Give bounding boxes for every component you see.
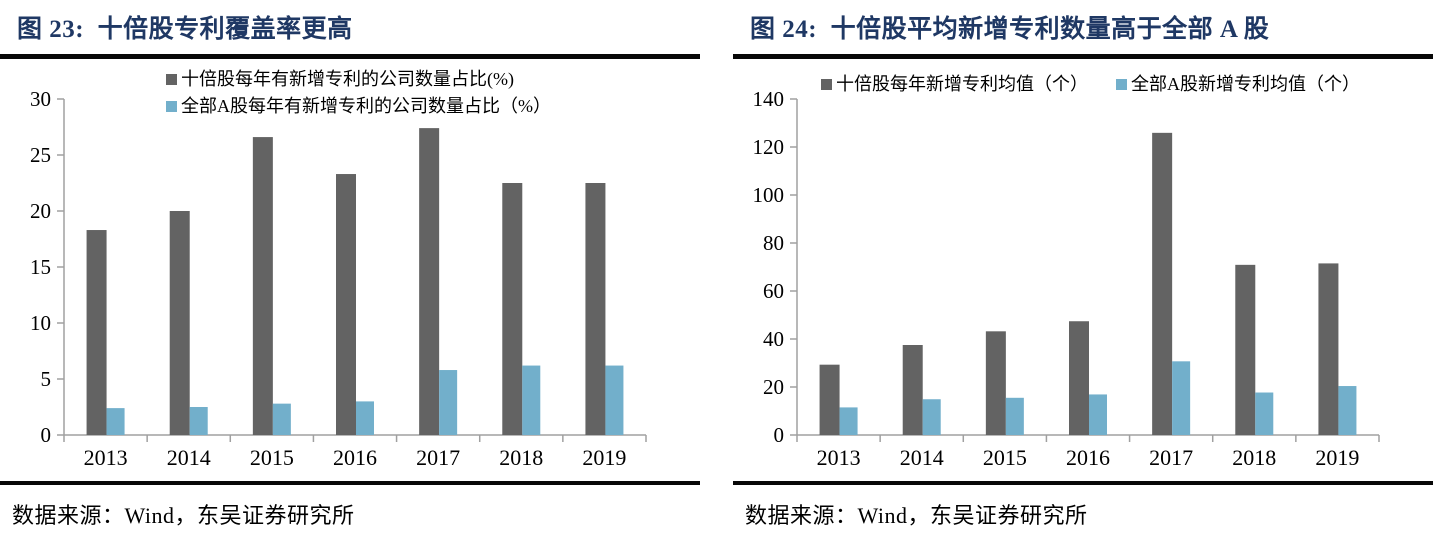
figure-23-title-rule [0, 54, 700, 59]
bar [1005, 397, 1024, 435]
legend-label: 十倍股每年新增专利均值（个） [836, 74, 1088, 94]
bar [985, 331, 1006, 435]
y-tick-label: 40 [763, 327, 784, 351]
y-tick-label: 60 [763, 279, 784, 303]
figure-24-source: 数据来源：Wind，东吴证券研究所 [745, 503, 1088, 528]
legend-label: 全部A股每年有新增专利的公司数量占比（%） [181, 96, 551, 116]
figure-24-bar-chart: 0 20 40 60 80 100 120 140 2013 2014 2015 2016 2017 20… [733, 63, 1433, 486]
figure-23-source: 数据来源：Wind，东吴证券研究所 [12, 503, 355, 528]
y-tick-label: 100 [753, 183, 785, 207]
bar-chart-svg: 0 20 40 60 80 100 120 140 2013 2014 2015 2016 2017 20… [753, 87, 1380, 470]
y-tick-label: 5 [41, 367, 52, 391]
x-category-label: 2014 [167, 445, 211, 470]
bar [1255, 392, 1274, 435]
x-category-label: 2019 [582, 445, 626, 470]
x-category-label: 2013 [84, 445, 128, 470]
y-tick-label: 0 [41, 423, 52, 447]
bar [439, 370, 458, 435]
x-category-label: 2015 [983, 445, 1027, 470]
legend-swatch-icon [166, 101, 177, 112]
bar [522, 365, 541, 435]
x-category-label: 2015 [250, 445, 294, 470]
legend-label: 十倍股每年有新增专利的公司数量占比(%) [181, 69, 514, 89]
x-category-label: 2014 [900, 445, 944, 470]
x-category-label: 2013 [817, 445, 861, 470]
legend-item: 全部A股每年有新增专利的公司数量占比（%） [166, 93, 551, 120]
figure-23-bar-chart: 0 5 10 15 20 25 30 2013 2014 2015 2016 2017 2018 2019 [0, 63, 700, 486]
figure-23-panel: 图 23: 十倍股专利覆盖率更高 十倍股每年有新增专利的公司数量占比(%) 全部A… [0, 0, 700, 530]
y-tick-label: 20 [30, 199, 51, 223]
bar [169, 211, 190, 435]
bar [1172, 361, 1191, 435]
bar [419, 128, 440, 435]
bar [106, 408, 125, 435]
legend-swatch-icon [821, 79, 832, 90]
x-category-label: 2018 [499, 445, 543, 470]
bar [252, 137, 273, 435]
legend-label: 全部A股新增专利均值（个） [1131, 74, 1360, 94]
bar [189, 407, 208, 435]
y-tick-label: 25 [30, 143, 51, 167]
figure-24-bottom-rule [733, 481, 1433, 485]
bar [86, 230, 107, 435]
bar [1318, 263, 1339, 435]
y-tick-label: 0 [774, 423, 785, 447]
bar [839, 407, 858, 435]
bar [1152, 132, 1173, 435]
legend-item: 十倍股每年新增专利均值（个） [821, 71, 1088, 98]
x-category-label: 2017 [416, 445, 460, 470]
bar [336, 174, 356, 435]
x-category-label: 2018 [1232, 445, 1276, 470]
legend-swatch-icon [166, 74, 177, 85]
bar [1069, 321, 1089, 435]
bar [819, 364, 840, 435]
y-tick-label: 10 [30, 311, 51, 335]
figure-24-title-rule [733, 54, 1433, 59]
report-figures-row: 图 23: 十倍股专利覆盖率更高 十倍股每年有新增专利的公司数量占比(%) 全部A… [0, 0, 1433, 530]
figure-23-title: 图 23: 十倍股专利覆盖率更高 [17, 16, 353, 43]
bar [922, 399, 941, 435]
x-category-label: 2017 [1149, 445, 1193, 470]
bar-chart-svg: 0 5 10 15 20 25 30 2013 2014 2015 2016 2017 2018 2019 [30, 87, 647, 470]
bar [502, 183, 523, 435]
figure-24-chart: 十倍股每年新增专利均值（个） 全部A股新增专利均值（个） 0 20 40 60 80 100… [733, 63, 1433, 481]
x-category-label: 2016 [333, 445, 377, 470]
y-tick-label: 20 [763, 375, 784, 399]
bar [1089, 394, 1107, 435]
bar [585, 183, 606, 435]
y-tick-label: 80 [763, 231, 784, 255]
figure-23-legend: 十倍股每年有新增专利的公司数量占比(%) 全部A股每年有新增专利的公司数量占比（%… [166, 66, 551, 120]
legend-swatch-icon [1116, 79, 1127, 90]
legend-item: 十倍股每年有新增专利的公司数量占比(%) [166, 66, 551, 93]
bar [356, 401, 374, 435]
bar [1338, 386, 1357, 435]
bar [605, 365, 624, 435]
x-category-label: 2019 [1315, 445, 1359, 470]
figure-24-title: 图 24: 十倍股平均新增专利数量高于全部 A 股 [750, 16, 1270, 43]
legend-item: 全部A股新增专利均值（个） [1116, 71, 1360, 98]
y-tick-label: 140 [753, 87, 785, 111]
figure-24-panel: 图 24: 十倍股平均新增专利数量高于全部 A 股 十倍股每年新增专利均值（个）… [733, 0, 1433, 530]
x-category-label: 2016 [1066, 445, 1110, 470]
bar [1235, 264, 1256, 435]
bar [272, 403, 291, 435]
figure-23-chart: 十倍股每年有新增专利的公司数量占比(%) 全部A股每年有新增专利的公司数量占比（%… [0, 63, 700, 481]
bar [902, 345, 923, 435]
figure-23-bottom-rule [0, 481, 700, 485]
y-tick-label: 30 [30, 87, 51, 111]
figure-24-legend: 十倍股每年新增专利均值（个） 全部A股新增专利均值（个） [821, 71, 1360, 98]
y-tick-label: 120 [753, 135, 785, 159]
y-tick-label: 15 [30, 255, 51, 279]
